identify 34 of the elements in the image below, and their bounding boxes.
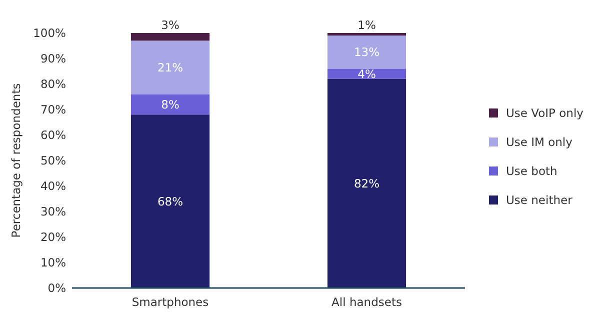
bar bbox=[327, 33, 406, 36]
y-tick-label: 0% bbox=[48, 281, 66, 295]
y-tick-label: 30% bbox=[40, 204, 66, 218]
bar bbox=[130, 94, 210, 115]
data-label: 1% bbox=[358, 18, 376, 32]
y-axis-title: Percentage of respondents bbox=[9, 83, 23, 238]
data-label: 21% bbox=[157, 60, 184, 74]
legend-label: Use VoIP only bbox=[506, 106, 584, 120]
bar bbox=[327, 36, 406, 69]
y-tick-label: 80% bbox=[40, 77, 66, 91]
legend-label: Use both bbox=[506, 164, 558, 178]
bar bbox=[130, 40, 210, 94]
y-tick-label: 70% bbox=[40, 102, 66, 116]
x-tick-label: All handsets bbox=[332, 295, 402, 309]
data-label: 68% bbox=[157, 194, 184, 208]
y-tick-label: 60% bbox=[40, 128, 66, 142]
y-tick-label: 100% bbox=[33, 26, 66, 40]
data-label: 82% bbox=[354, 176, 380, 190]
data-label: 8% bbox=[161, 97, 180, 112]
data-label: 13% bbox=[354, 45, 380, 60]
bar bbox=[130, 114, 210, 288]
y-tick-label: 10% bbox=[40, 256, 66, 270]
y-tick-label: 40% bbox=[40, 179, 66, 193]
bar bbox=[327, 68, 406, 79]
data-label: 4% bbox=[358, 66, 376, 81]
y-tick-label: 90% bbox=[40, 52, 66, 66]
bar bbox=[130, 33, 210, 41]
x-tick-label: Smartphones bbox=[132, 295, 209, 309]
legend-label: Use IM only bbox=[506, 135, 573, 149]
data-label: 3% bbox=[161, 18, 180, 32]
y-tick-label: 20% bbox=[40, 230, 66, 244]
y-tick-label: 50% bbox=[40, 154, 66, 168]
bar bbox=[327, 78, 406, 288]
legend-label: Use neither bbox=[506, 193, 573, 207]
